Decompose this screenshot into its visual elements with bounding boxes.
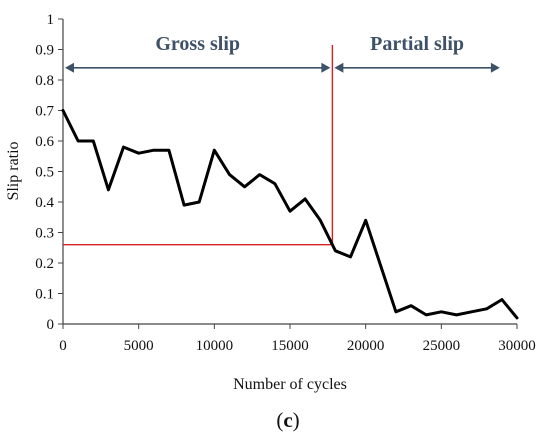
region-label: Gross slip — [155, 33, 240, 55]
x-tick-label: 15000 — [271, 338, 309, 354]
x-tick-label: 5000 — [124, 338, 154, 354]
transition-guides — [63, 45, 334, 246]
axes — [58, 18, 518, 329]
slip-ratio-line — [61, 109, 519, 320]
y-axis-label: Slip ratio — [5, 141, 22, 200]
x-tick-label: 10000 — [196, 338, 234, 354]
y-tick-label: 0.1 — [35, 287, 54, 303]
y-tick-label: 0.7 — [35, 104, 54, 120]
region-arrow-head-left — [334, 62, 344, 73]
y-tick-label: 1 — [47, 12, 55, 28]
panel-letter: c — [283, 408, 292, 432]
panel-open-paren: ( — [276, 408, 283, 432]
region-annotations: Gross slip Partial slip — [65, 33, 500, 73]
x-axis-label: Number of cycles — [233, 376, 347, 393]
x-tick-label: 25000 — [423, 338, 461, 354]
panel-close-paren: ) — [293, 408, 300, 432]
y-tick-label: 0.9 — [35, 43, 54, 59]
y-tick-label: 0.6 — [35, 134, 54, 150]
series-layer — [61, 109, 519, 320]
tick-labels: 0 0.1 0.2 0.3 0.4 0.5 0.6 0.7 0.8 0.9 1 0 5000 10000 1… — [35, 12, 536, 354]
y-tick-label: 0.8 — [35, 73, 54, 89]
region-label: Partial slip — [370, 33, 464, 55]
region-arrow-head-right — [321, 62, 331, 73]
y-tick-label: 0.2 — [35, 256, 54, 272]
y-tick-label: 0.3 — [35, 226, 54, 242]
x-tick-label: 20000 — [347, 338, 385, 354]
y-tick-label: 0.4 — [35, 195, 54, 211]
region-arrow-head-right — [490, 62, 500, 73]
y-tick-label: 0 — [47, 317, 55, 333]
x-tick-label: 30000 — [498, 338, 536, 354]
y-tick-label: 0.5 — [35, 165, 54, 181]
region-arrow-head-left — [65, 62, 74, 73]
panel-label: (c) — [276, 408, 299, 432]
x-tick-label: 0 — [59, 338, 67, 354]
